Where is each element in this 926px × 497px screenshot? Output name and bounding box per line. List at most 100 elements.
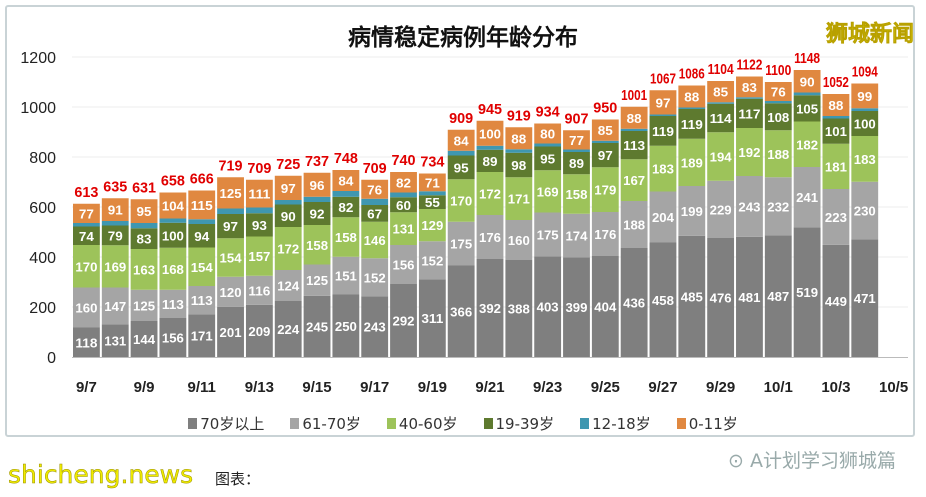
bar-segment [130,199,158,223]
data-label: 183 [854,152,876,167]
bar-segment [217,208,244,214]
data-label: 111 [248,187,270,202]
y-tick-label: 200 [29,300,56,317]
data-label: 224 [277,322,300,337]
data-label: 170 [450,194,472,209]
y-tick-label: 800 [29,150,56,167]
bar-segment [764,103,792,131]
data-label: 85 [713,85,728,100]
total-label: 1052 [823,74,849,91]
total-label: 1094 [852,64,879,81]
data-label: 95 [454,160,469,175]
legend-swatch [290,418,300,429]
x-tick-label: 10/5 [879,379,908,396]
bar-segment [764,130,792,178]
legend-label: 70岁以上 [200,415,265,433]
bar-segment [101,198,129,221]
total-label: 1104 [708,61,735,78]
bar-segment [534,256,562,357]
data-label: 399 [565,300,587,315]
chart-legend: 70岁以上 61-70岁 40-60岁 19-39岁 12-18岁 0-11岁 [0,413,926,434]
bar-segment [476,145,504,150]
legend-label: 0-11岁 [688,415,738,433]
total-label: 737 [305,153,329,170]
bar-segment [188,190,216,220]
data-label: 181 [825,159,847,174]
data-label: 125 [306,273,328,288]
total-label: 748 [334,150,358,167]
bar-segment [822,118,850,144]
data-label: 60 [396,198,411,213]
bar-segment [822,116,850,119]
bar-segment [476,259,504,357]
bar-segment [649,191,677,243]
data-label: 223 [825,210,847,225]
total-label: 1122 [736,57,762,74]
bar-segment [591,212,619,256]
bar-segment [361,179,389,199]
total-label: 1086 [679,66,705,83]
bar-segment [73,287,100,328]
bar-segment [736,98,763,128]
data-label: 92 [310,207,325,222]
bar-segment [390,192,417,198]
bar-segment [620,248,648,357]
total-label: 719 [219,157,243,174]
bar-segment [447,179,475,222]
total-label: 734 [420,154,445,171]
data-label: 105 [796,101,818,116]
data-label: 77 [569,133,584,148]
data-label: 96 [310,178,325,193]
y-tick-label: 1000 [20,100,56,117]
bar-segment [620,128,648,131]
bar-segment [736,236,763,357]
data-label: 171 [508,192,530,207]
bar-segment [736,128,763,176]
bar-segment [159,318,187,357]
data-label: 188 [623,218,645,233]
bar-segment [764,235,792,357]
data-label: 160 [75,301,97,316]
bar-segment [332,170,360,191]
data-label: 179 [594,183,616,198]
data-label: 77 [79,206,94,221]
data-label: 84 [454,133,470,148]
data-label: 113 [191,293,213,308]
data-label: 388 [508,302,530,317]
bar-segment [591,167,619,212]
data-label: 131 [393,222,415,237]
bar-segment [418,191,446,196]
data-label: 156 [393,258,415,273]
wechat-icon: ⊙ [728,450,750,472]
data-label: 144 [133,332,156,347]
data-label: 88 [627,111,642,126]
data-label: 157 [248,249,270,264]
bar-segment [101,287,129,325]
data-label: 392 [479,301,501,316]
x-tick-label: 9/15 [302,379,331,396]
bar-segment [822,244,850,357]
bar-segment [505,220,533,260]
x-tick-label: 9/19 [418,379,447,396]
legend-swatch [386,418,396,429]
bar-segment [245,207,273,214]
bar-segment [505,260,533,357]
data-label: 114 [710,111,733,126]
data-label: 104 [162,199,185,214]
total-label: 945 [478,101,502,118]
bar-segment [851,108,879,111]
legend-swatch [188,418,198,429]
data-label: 194 [710,150,733,165]
bar-segment [563,213,590,258]
bar-segment [159,218,187,223]
data-label: 152 [421,253,443,268]
bar-segment [707,103,735,133]
watermark-wechat: ⊙ A计划学习狮城篇 [728,446,896,473]
bar-segment [534,123,562,144]
data-label: 204 [652,210,675,225]
x-tick-label: 9/11 [188,379,216,396]
data-label: 171 [191,329,213,344]
data-label: 99 [857,89,872,104]
data-label: 82 [338,200,353,215]
data-label: 176 [594,227,616,242]
